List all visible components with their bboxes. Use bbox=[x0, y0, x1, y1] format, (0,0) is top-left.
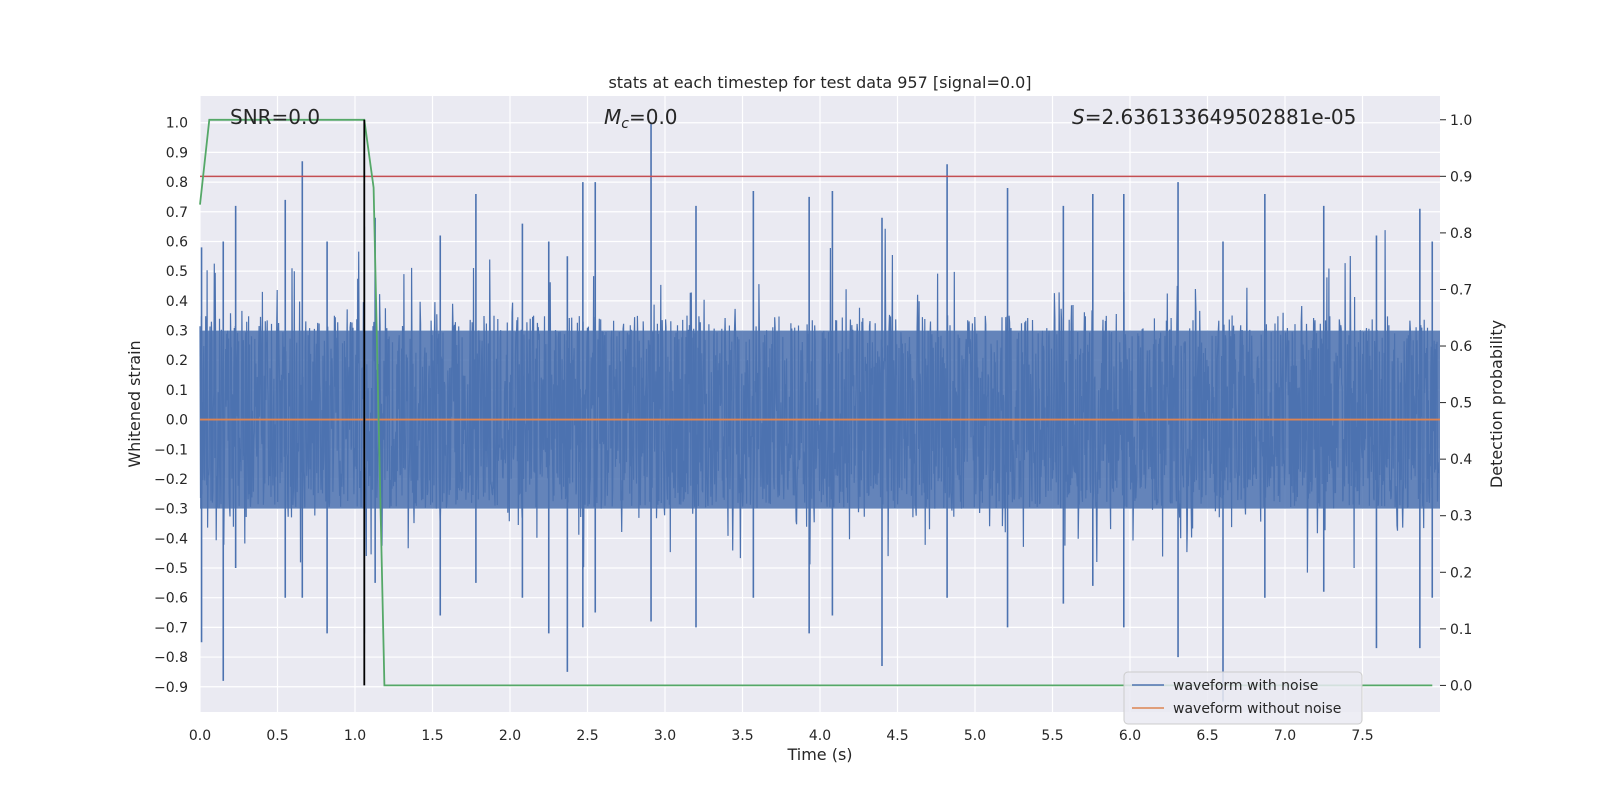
x-tick-label: 3.0 bbox=[654, 728, 676, 744]
x-tick-label: 6.0 bbox=[1119, 728, 1141, 744]
chart-title: stats at each timestep for test data 957… bbox=[608, 73, 1031, 92]
y2-tick-label: 0.8 bbox=[1450, 226, 1472, 242]
y-tick-label: −0.6 bbox=[154, 591, 188, 607]
detection-probability-line bbox=[199, 118, 1433, 687]
x-tick-label: 3.5 bbox=[731, 728, 753, 744]
y-axis-ticks: 1.0 0.9 0.8 0.7 0.6 0.5 0.4 0.3 0.2 0.1 0.0 −0.1 −0.… bbox=[154, 116, 188, 696]
x-tick-label: 0.5 bbox=[266, 728, 288, 744]
y-tick-label: 0.9 bbox=[166, 145, 188, 161]
y-tick-label: 0.4 bbox=[166, 294, 188, 310]
y-tick-label: −0.3 bbox=[154, 502, 188, 518]
y-tick-label: 0.1 bbox=[166, 383, 188, 399]
annotation-s-value: =2.636133649502881e-05 bbox=[1085, 105, 1357, 129]
y2-tick-label: 0.7 bbox=[1450, 282, 1472, 298]
annotation-mc: Mc=0.0 bbox=[604, 105, 678, 132]
y2-tick-label: 0.4 bbox=[1450, 452, 1472, 468]
annotation-snr: SNR=0.0 bbox=[230, 105, 320, 129]
y2-tick-label: 1.0 bbox=[1450, 113, 1472, 129]
y-tick-label: 0.7 bbox=[166, 205, 188, 221]
x-tick-label: 5.5 bbox=[1041, 728, 1063, 744]
y-tick-label: −0.4 bbox=[154, 531, 188, 547]
y-tick-label: 0.2 bbox=[166, 353, 188, 369]
series-lines bbox=[199, 118, 1440, 687]
y-tick-label: −0.2 bbox=[154, 472, 188, 488]
annotation-mc-value: =0.0 bbox=[629, 105, 678, 129]
y2-tick-label: 0.2 bbox=[1450, 565, 1472, 581]
y-tick-label: −0.5 bbox=[154, 561, 188, 577]
y-tick-label: 1.0 bbox=[166, 116, 188, 132]
annotation-mc-symbol: M bbox=[604, 105, 621, 129]
legend-box bbox=[1123, 671, 1363, 725]
x-tick-label: 4.0 bbox=[809, 728, 831, 744]
x-tick-label: 1.0 bbox=[344, 728, 366, 744]
y-tick-label: 0.5 bbox=[166, 264, 188, 280]
x-tick-label: 1.5 bbox=[421, 728, 443, 744]
y-tick-label: 0.6 bbox=[166, 234, 188, 250]
y2-tick-label: 0.5 bbox=[1450, 396, 1472, 412]
y2-tick-label: 0.1 bbox=[1450, 622, 1472, 638]
x-tick-label: 0.0 bbox=[189, 728, 211, 744]
annotation-s: S=2.636133649502881e-05 bbox=[1072, 105, 1356, 129]
legend: waveform with noise waveform without noi… bbox=[1123, 671, 1363, 725]
y2-axis-label: Detection probability bbox=[1487, 320, 1506, 488]
y-tick-label: −0.1 bbox=[154, 442, 188, 458]
y2-tick-label: 0.0 bbox=[1450, 678, 1472, 694]
y-tick-label: 0.0 bbox=[166, 413, 188, 429]
y-tick-label: −0.9 bbox=[154, 680, 188, 696]
x-tick-label: 4.5 bbox=[886, 728, 908, 744]
x-tick-label: 7.0 bbox=[1274, 728, 1296, 744]
annotation-s-symbol: S bbox=[1072, 105, 1085, 129]
y-tick-label: −0.7 bbox=[154, 620, 188, 636]
x-tick-label: 7.5 bbox=[1351, 728, 1373, 744]
legend-label-waveform-with-noise: waveform with noise bbox=[1173, 678, 1318, 694]
x-tick-label: 2.5 bbox=[576, 728, 598, 744]
x-tick-label: 6.5 bbox=[1196, 728, 1218, 744]
x-axis-ticks: 0.0 0.5 1.0 1.5 2.0 2.5 3.0 3.5 4.0 4.5 5.0 5.5 6.0 6… bbox=[189, 728, 1374, 744]
y-tick-label: 0.8 bbox=[166, 175, 188, 191]
annotation-mc-subscript: c bbox=[621, 116, 629, 132]
x-axis-label: Time (s) bbox=[786, 745, 852, 764]
y-tick-label: 0.3 bbox=[166, 324, 188, 340]
y2-tick-label: 0.3 bbox=[1450, 509, 1472, 525]
legend-label-waveform-without-noise: waveform without noise bbox=[1173, 701, 1341, 717]
y2-tick-label: 0.9 bbox=[1450, 169, 1472, 185]
y2-tick-label: 0.6 bbox=[1450, 339, 1472, 355]
y-tick-label: −0.8 bbox=[154, 650, 188, 666]
y2-axis-ticks: 1.0 0.9 0.8 0.7 0.6 0.5 0.4 0.3 0.2 0.1 0.0 bbox=[1440, 113, 1472, 694]
y-axis-label: Whitened strain bbox=[125, 340, 144, 467]
x-tick-label: 5.0 bbox=[964, 728, 986, 744]
x-tick-label: 2.0 bbox=[499, 728, 521, 744]
